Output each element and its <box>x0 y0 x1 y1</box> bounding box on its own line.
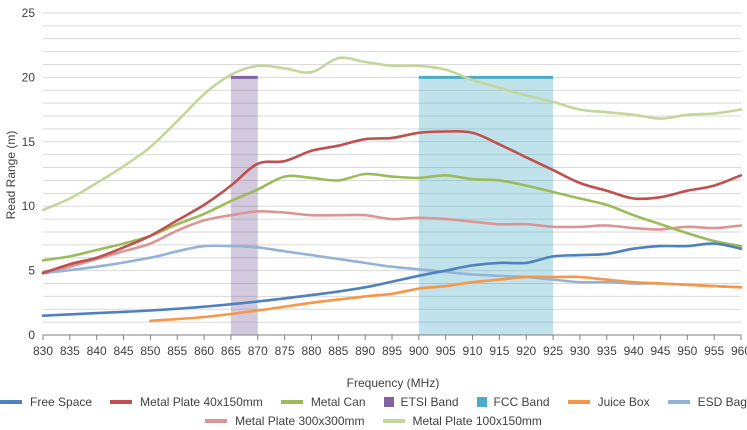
x-tick-label: 880 <box>301 344 321 358</box>
x-tick-label: 925 <box>543 344 563 358</box>
x-tick-label: 960 <box>731 344 747 358</box>
band-0-fill <box>230 77 258 336</box>
x-tick-label: 905 <box>436 344 456 358</box>
frequency-bands <box>230 75 554 336</box>
legend-swatch <box>567 399 590 404</box>
legend-label: Metal Plate 300x300mm <box>235 413 365 428</box>
legend-label: Free Space <box>30 394 93 409</box>
x-tick-label: 845 <box>114 344 134 358</box>
legend-item: Metal Plate 40x150mm <box>110 395 263 409</box>
chart-legend: Free Space Metal Plate 40x150mm Metal Can E… <box>0 392 747 430</box>
y-tick-label: 0 <box>28 328 35 342</box>
legend-label: Juice Box <box>597 394 650 409</box>
x-tick-label: 940 <box>624 344 644 358</box>
legend-label: FCC Band <box>493 394 550 409</box>
legend-item: Metal Plate 100x150mm <box>382 413 542 428</box>
legend-swatch <box>280 399 303 404</box>
legend-row: Metal Plate 300x300mm Metal Plate 100x150… <box>0 411 747 430</box>
x-tick-label: 935 <box>597 344 617 358</box>
x-tick-label: 865 <box>221 344 241 358</box>
x-tick-label: 895 <box>382 344 402 358</box>
x-tick-label: 840 <box>87 344 107 358</box>
x-tick-label: 920 <box>516 344 536 358</box>
axes <box>42 334 742 340</box>
legend-swatch <box>382 418 405 423</box>
y-tick-label: 20 <box>22 70 36 84</box>
x-tick-label: 885 <box>328 344 348 358</box>
series-line-1 <box>41 130 743 275</box>
y-tick-labels: 0 5 10 15 20 25 <box>22 6 36 342</box>
legend-item: Juice Box <box>567 394 650 409</box>
series-line-5 <box>41 209 743 274</box>
legend-label: ESD Bag <box>697 394 747 409</box>
legend-item: Metal Can <box>280 394 366 409</box>
legend-item: Metal Plate 300x300mm <box>205 413 365 428</box>
legend-label: ETSI Band <box>400 394 459 409</box>
legend-swatch <box>205 418 228 423</box>
y-tick-label: 5 <box>28 264 35 278</box>
x-tick-label: 900 <box>409 344 429 358</box>
legend-swatch <box>667 399 690 404</box>
x-tick-label: 830 <box>33 344 53 358</box>
x-tick-label: 860 <box>194 344 214 358</box>
legend-item: ETSI Band <box>383 394 459 409</box>
x-tick-label: 850 <box>140 344 160 358</box>
x-axis-title: Frequency (MHz) <box>347 376 440 390</box>
legend-label: Metal Plate 40x150mm <box>140 394 263 409</box>
legend-label: Metal Can <box>310 394 366 409</box>
x-tick-label: 930 <box>570 344 590 358</box>
x-tick-label: 890 <box>355 344 375 358</box>
band-1-fill <box>418 77 554 336</box>
x-tick-label: 910 <box>463 344 483 358</box>
legend-item: ESD Bag <box>667 394 747 409</box>
x-tick-label: 955 <box>704 344 724 358</box>
legend-swatch <box>383 396 394 407</box>
x-tick-label: 835 <box>60 344 80 358</box>
x-tick-labels: 830 835 840 845 850 855 860 865 870 875 880 885 890 8… <box>33 344 747 358</box>
legend-label: Metal Plate 100x150mm <box>412 413 542 428</box>
series-lines <box>41 56 743 323</box>
series-line-3 <box>149 275 743 323</box>
y-axis-title: Read Range (m) <box>4 131 18 220</box>
series-line-6 <box>41 56 743 212</box>
legend-row: Free Space Metal Plate 40x150mm Metal Can E… <box>0 392 747 411</box>
x-tick-label: 855 <box>167 344 187 358</box>
legend-swatch <box>0 399 23 404</box>
x-tick-label: 950 <box>677 344 697 358</box>
x-tick-label: 915 <box>489 344 509 358</box>
legend-item: Free Space <box>0 395 92 409</box>
x-tick-label: 945 <box>650 344 670 358</box>
legend-swatch <box>476 396 487 407</box>
legend-item: FCC Band <box>476 394 550 409</box>
legend-swatch <box>110 399 133 404</box>
grid-lines <box>43 12 741 336</box>
series-line-0 <box>41 242 743 317</box>
y-tick-label: 15 <box>22 135 36 149</box>
y-tick-label: 10 <box>22 199 36 213</box>
y-tick-label: 25 <box>22 6 36 20</box>
x-tick-label: 870 <box>248 344 268 358</box>
x-tick-label: 875 <box>275 344 295 358</box>
